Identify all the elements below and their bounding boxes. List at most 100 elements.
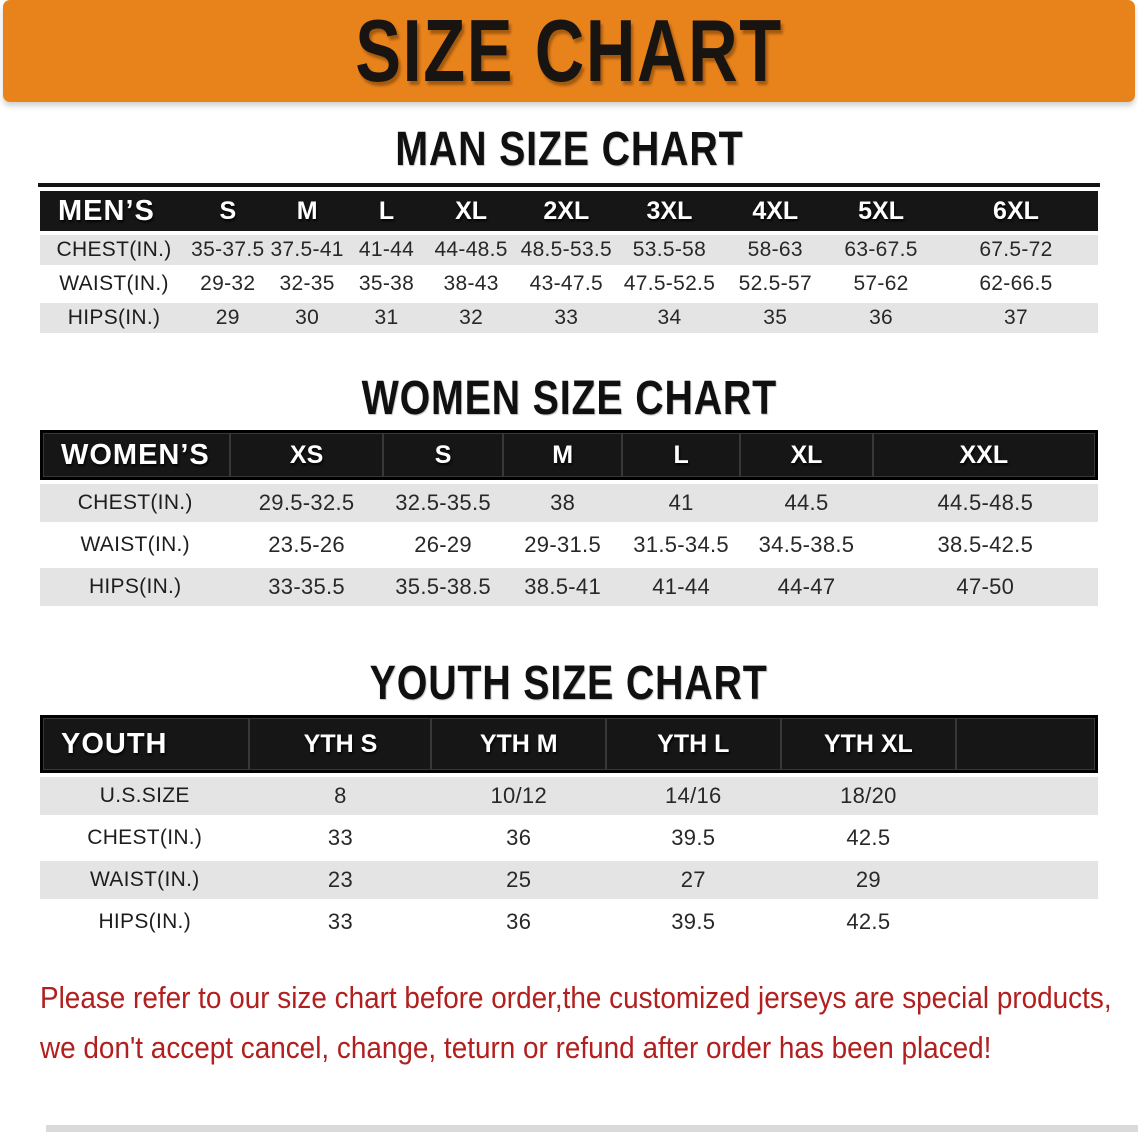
size-column-header: YTH XL bbox=[780, 715, 957, 773]
size-value-cell: 10/12 bbox=[431, 777, 606, 815]
bottom-edge-strip bbox=[46, 1125, 1138, 1132]
women-section-title: WOMEN SIZE CHART bbox=[0, 371, 1138, 426]
size-value-cell: 14/16 bbox=[606, 777, 781, 815]
size-value-cell: 33 bbox=[327, 825, 353, 850]
measurement-row: HIPS(IN.) 33 36 39.5 42.5 bbox=[40, 903, 1098, 941]
size-value-cell: 38.5-42.5 bbox=[937, 532, 1034, 557]
measurement-row: HIPS(IN.) 29 30 31 32 33 34 35 36 37 bbox=[40, 303, 1098, 333]
size-value-cell: 41-44 bbox=[621, 568, 741, 606]
size-value-cell: 58-63 bbox=[722, 235, 829, 265]
womens-size-table: WOMEN’S XS S M L XL XXL CHEST(IN.) 29.5-32.5 32.5… bbox=[40, 426, 1098, 610]
size-value-cell: 39.5 bbox=[671, 825, 716, 850]
size-value-cell: 33-35.5 bbox=[230, 568, 383, 606]
disclaimer-line-1: Please refer to our size chart before or… bbox=[40, 980, 1112, 1015]
man-size-chart-section: MAN SIZE CHART MEN’S S M L XL 2XL 3XL 4XL 5XL 6XL… bbox=[0, 122, 1138, 337]
youth-section-title-text: YOUTH SIZE CHART bbox=[370, 657, 768, 710]
size-column-header: 6XL bbox=[933, 191, 1098, 231]
size-value-cell: 37 bbox=[933, 303, 1098, 333]
size-column-header: YTH M bbox=[431, 715, 606, 773]
size-value-cell: 44.5-48.5 bbox=[872, 484, 1098, 522]
women-size-chart-section: WOMEN SIZE CHART WOMEN’S XS S M L XL XXL CHEST(… bbox=[0, 371, 1138, 610]
measurement-row: U.S.SIZE 8 10/12 14/16 18/20 bbox=[40, 777, 1098, 815]
mens-table-top-rule: MEN’S S M L XL 2XL 3XL 4XL 5XL 6XL CHEST(IN.) 35-37… bbox=[38, 183, 1100, 337]
disclaimer-text: Please refer to our size chart before or… bbox=[40, 973, 1138, 1073]
size-value-cell: 37.5-41 bbox=[267, 235, 347, 265]
size-value-cell: 63-67.5 bbox=[828, 235, 934, 265]
size-column-header: L bbox=[621, 430, 741, 480]
size-value-cell: 32.5-35.5 bbox=[382, 484, 504, 522]
size-value-cell: 36 bbox=[506, 909, 532, 934]
size-value-cell: 8 bbox=[249, 777, 432, 815]
size-value-cell: 31 bbox=[346, 303, 427, 333]
row-label: HIPS(IN.) bbox=[40, 303, 189, 333]
table-header-row: YOUTH YTH S YTH M YTH L YTH XL bbox=[40, 715, 1098, 773]
row-label: CHEST(IN.) bbox=[87, 826, 203, 849]
size-value-cell: 27 bbox=[606, 861, 781, 899]
size-value-cell: 32-35 bbox=[279, 272, 335, 295]
measurement-row: WAIST(IN.) 23.5-26 26-29 29-31.5 31.5-34.5 34… bbox=[40, 526, 1098, 564]
size-value-cell: 39.5 bbox=[671, 909, 716, 934]
size-column-header: XL bbox=[740, 430, 873, 480]
size-chart-banner: SIZE CHART bbox=[3, 0, 1135, 102]
size-value-cell: 42.5 bbox=[846, 909, 891, 934]
row-spacer bbox=[956, 903, 1098, 941]
size-column-header: L bbox=[346, 191, 427, 231]
measurement-row: CHEST(IN.) 29.5-32.5 32.5-35.5 38 41 44.5 44.5… bbox=[40, 484, 1098, 522]
size-column-header: S bbox=[382, 430, 504, 480]
size-value-cell: 44.5 bbox=[740, 484, 873, 522]
measurement-row: HIPS(IN.) 33-35.5 35.5-38.5 38.5-41 41-44 44-… bbox=[40, 568, 1098, 606]
size-value-cell: 33 bbox=[327, 909, 353, 934]
size-value-cell: 25 bbox=[431, 861, 606, 899]
table-header-label: YOUTH bbox=[40, 715, 250, 773]
size-value-cell: 23 bbox=[249, 861, 432, 899]
size-value-cell: 42.5 bbox=[846, 825, 891, 850]
size-value-cell: 52.5-57 bbox=[738, 272, 812, 295]
mens-size-table: MEN’S S M L XL 2XL 3XL 4XL 5XL 6XL CHEST(IN.) 35-37… bbox=[40, 187, 1098, 337]
row-spacer bbox=[956, 861, 1098, 899]
size-value-cell: 44-47 bbox=[740, 568, 873, 606]
size-value-cell: 44-48.5 bbox=[426, 235, 517, 265]
row-label: HIPS(IN.) bbox=[98, 910, 191, 933]
size-value-cell: 36 bbox=[828, 303, 934, 333]
header-spacer bbox=[956, 715, 1098, 773]
size-value-cell: 35-38 bbox=[358, 272, 415, 295]
size-value-cell: 26-29 bbox=[414, 532, 472, 557]
size-value-cell: 38.5-41 bbox=[503, 568, 622, 606]
size-value-cell: 32 bbox=[426, 303, 517, 333]
size-value-cell: 43-47.5 bbox=[529, 272, 603, 295]
youth-size-table: YOUTH YTH S YTH M YTH L YTH XL U.S.SIZE 8 10/12… bbox=[40, 711, 1098, 945]
table-header-label: WOMEN’S bbox=[40, 430, 231, 480]
banner-title: SIZE CHART bbox=[355, 1, 783, 100]
size-value-cell: 31.5-34.5 bbox=[633, 532, 729, 557]
row-spacer bbox=[956, 777, 1098, 815]
size-value-cell: 36 bbox=[506, 825, 532, 850]
row-label: CHEST(IN.) bbox=[40, 235, 189, 265]
size-value-cell: 67.5-72 bbox=[933, 235, 1098, 265]
youth-size-chart-section: YOUTH SIZE CHART YOUTH YTH S YTH M YTH L YTH… bbox=[0, 656, 1138, 945]
size-value-cell: 38 bbox=[503, 484, 622, 522]
size-column-header: 2XL bbox=[516, 191, 617, 231]
size-value-cell: 34 bbox=[616, 303, 723, 333]
size-value-cell: 29 bbox=[780, 861, 957, 899]
size-value-cell: 29.5-32.5 bbox=[230, 484, 383, 522]
row-label: CHEST(IN.) bbox=[40, 484, 231, 522]
size-value-cell: 47.5-52.5 bbox=[623, 272, 716, 295]
size-value-cell: 41 bbox=[621, 484, 741, 522]
size-value-cell: 53.5-58 bbox=[616, 235, 723, 265]
size-value-cell: 30 bbox=[267, 303, 347, 333]
size-value-cell: 29 bbox=[188, 303, 268, 333]
size-value-cell: 57-62 bbox=[853, 272, 909, 295]
size-column-header: XL bbox=[426, 191, 517, 231]
size-value-cell: 18/20 bbox=[780, 777, 957, 815]
size-column-header: M bbox=[503, 430, 622, 480]
measurement-row: WAIST(IN.) 23 25 27 29 bbox=[40, 861, 1098, 899]
size-column-header: XS bbox=[230, 430, 383, 480]
measurement-row: CHEST(IN.) 33 36 39.5 42.5 bbox=[40, 819, 1098, 857]
women-section-title-text: WOMEN SIZE CHART bbox=[361, 372, 777, 425]
size-value-cell: 29-31.5 bbox=[524, 532, 601, 557]
size-value-cell: 29-32 bbox=[200, 272, 256, 295]
row-label: WAIST(IN.) bbox=[59, 272, 169, 295]
size-value-cell: 48.5-53.5 bbox=[516, 235, 617, 265]
size-value-cell: 33 bbox=[516, 303, 617, 333]
row-label: WAIST(IN.) bbox=[40, 861, 250, 899]
